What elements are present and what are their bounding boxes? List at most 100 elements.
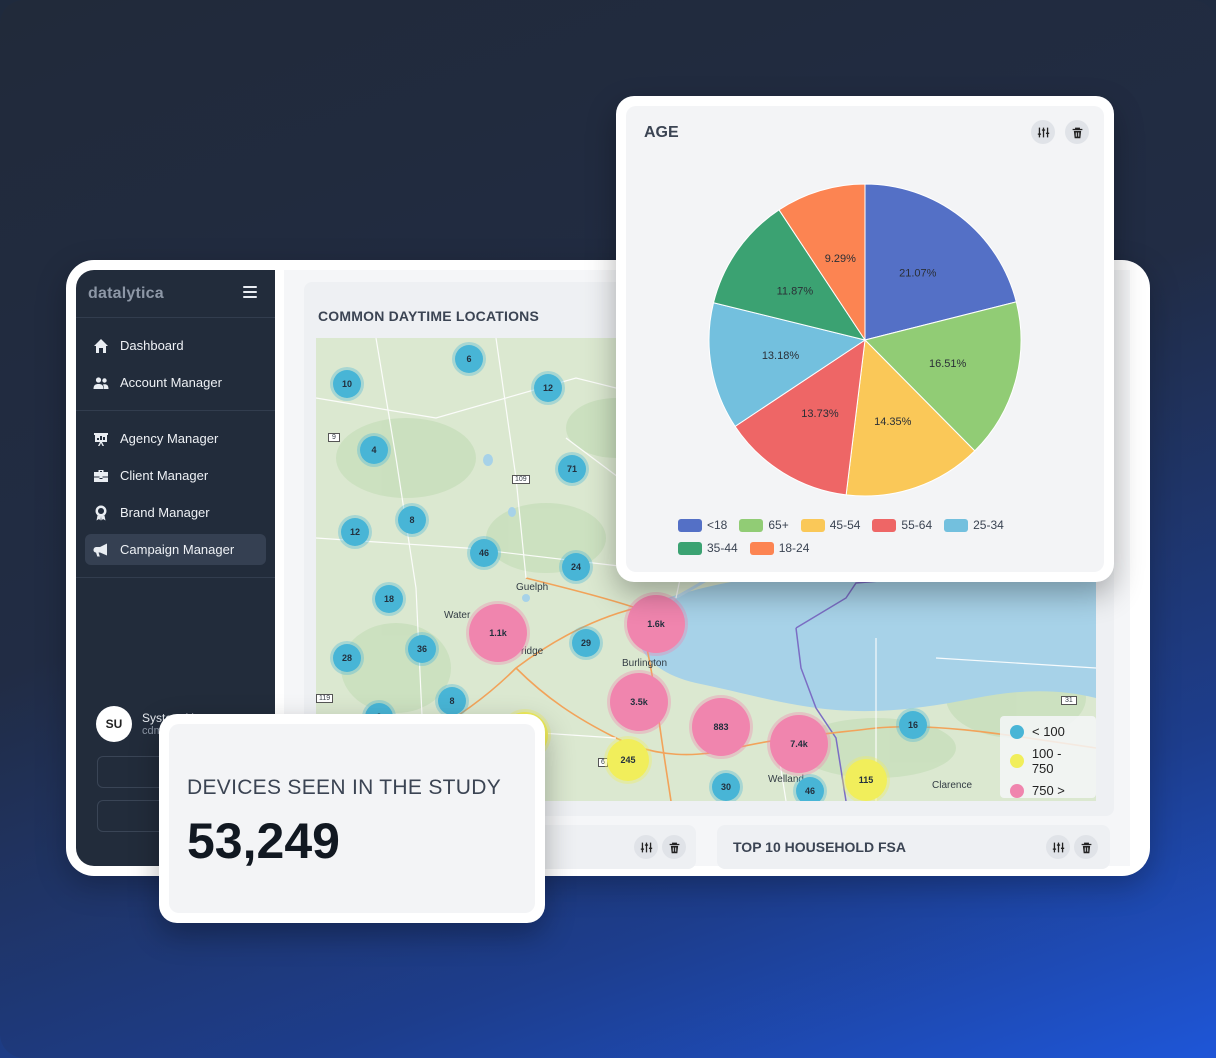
sliders-icon [1037,127,1049,137]
pie-slice-35-44[interactable] [712,209,867,341]
sidebar-item-client-manager[interactable]: Client Manager [85,460,266,491]
pie-legend-label: 18-24 [778,541,810,555]
legend-dot-icon [1010,724,1024,739]
legend-swatch-icon [872,518,897,532]
legend-swatch-icon [739,518,764,532]
map-cluster[interactable]: 10 [333,370,361,398]
delete-button[interactable] [1074,835,1098,859]
pie-slice-18-24[interactable] [778,183,866,342]
hamburger-menu-icon[interactable] [243,286,257,298]
map-cluster[interactable]: 71 [558,455,586,483]
pie-legend-label: <18 [707,518,728,532]
pie-legend-item[interactable]: 45-54 [800,518,861,532]
map-cluster[interactable]: 4 [360,436,388,464]
age-card: AGE 21.07% 16.51% 14.35% 13.73% 13.18% 11.87%… [616,96,1114,582]
map-cluster[interactable]: 36 [408,635,436,663]
place-label: Welland [768,774,804,785]
delete-button[interactable] [1065,120,1089,144]
sidebar-item-account-manager[interactable]: Account Manager [85,367,266,398]
map-cluster[interactable]: 3.5k [610,673,668,731]
pie-slice-45-54[interactable] [845,338,976,497]
map-cluster[interactable]: 1.6k [627,595,685,653]
sidebar-item-label: Agency Manager [120,431,219,446]
map-cluster[interactable]: 16 [899,711,927,739]
pie-slice-label: 16.51% [929,358,967,370]
map-cluster[interactable]: 8 [398,506,426,534]
pie-slice-65+[interactable] [864,301,1022,452]
megaphone-icon [92,542,110,558]
pie-legend-label: 25-34 [973,518,1004,532]
legend-swatch-icon [944,518,969,532]
pie-slice-label: 21.07% [899,267,937,279]
sidebar-header: datalytica [76,270,275,318]
pie-legend-item[interactable]: 65+ [739,518,789,532]
legend-item: 750 > [1010,783,1086,798]
legend-item: 100 - 750 [1010,746,1086,776]
pie-slice-label: 13.73% [801,408,839,420]
road-label: 9 [328,433,340,442]
map-cluster[interactable]: 46 [796,777,824,801]
bottom-card-title: TOP 10 HOUSEHOLD FSA [733,839,906,855]
map-cluster[interactable]: 46 [470,539,498,567]
map-cluster[interactable]: 8 [438,687,466,715]
map-card-title: COMMON DAYTIME LOCATIONS [318,308,540,324]
map-cluster[interactable]: 18 [375,585,403,613]
devices-count: 53,249 [187,813,340,869]
avatar: SU [96,706,132,742]
sidebar-item-brand-manager[interactable]: Brand Manager [85,497,266,528]
map-cluster[interactable]: 115 [845,759,887,801]
user-email: cdm [142,725,163,737]
map-cluster[interactable]: 1.1k [469,604,527,662]
pie-legend-label: 45-54 [829,518,861,532]
pie-slice-label: 9.29% [825,253,856,265]
pie-legend-label: 65+ [768,518,789,532]
place-label: Burlington [622,658,668,669]
pie-legend-label: 35-44 [707,541,738,555]
filter-button[interactable] [1046,835,1070,859]
pie-slice-<18[interactable] [864,183,1017,341]
map-cluster[interactable]: 883 [692,698,750,756]
delete-button[interactable] [662,835,686,859]
legend-item: < 100 [1010,724,1086,739]
sliders-icon [640,842,652,852]
briefcase-icon [92,468,110,484]
map-cluster[interactable]: 30 [712,773,740,801]
sidebar-item-agency-manager[interactable]: Agency Manager [85,423,266,454]
legend-swatch-icon [800,518,825,532]
map-cluster[interactable]: 28 [333,644,361,672]
map-cluster[interactable]: 12 [534,374,562,402]
presentation-icon [92,431,110,447]
nav-group-management: Agency Manager Client Manager Brand Mana… [76,411,275,578]
place-label: Water [444,610,471,621]
place-label: Clarence [932,780,973,791]
pie-legend-item[interactable]: <18 [678,518,727,532]
pie-legend-item[interactable]: 55-64 [872,518,932,532]
pie-legend-item[interactable]: 25-34 [944,518,1004,532]
legend-swatch-icon [749,541,774,555]
logo[interactable]: datalytica [88,285,164,302]
map-cluster[interactable]: 6 [455,345,483,373]
legend-dot-icon [1010,783,1024,798]
road-label: 119 [316,694,334,703]
road-label: 31 [1061,696,1077,705]
pie-slice-55-64[interactable] [734,338,866,496]
map-cluster[interactable]: 245 [607,739,649,781]
map-cluster[interactable]: 29 [572,629,600,657]
sidebar-item-label: Campaign Manager [120,542,235,557]
sidebar-item-label: Brand Manager [120,505,210,520]
place-label: ridge [521,646,544,657]
legend-swatch-icon [678,541,702,555]
sidebar-item-campaign-manager[interactable]: Campaign Manager [85,534,266,565]
map-cluster[interactable]: 12 [341,518,369,546]
pie-legend-item[interactable]: 18-24 [749,541,810,555]
map-cluster[interactable]: 24 [562,553,590,581]
map-cluster[interactable]: 7.4k [770,715,828,773]
legend-dot-icon [1010,754,1024,768]
sidebar-item-dashboard[interactable]: Dashboard [85,330,266,361]
pie-slice-25-34[interactable] [708,302,867,428]
filter-button[interactable] [1031,120,1055,144]
age-pie-chart: 21.07% 16.51% 14.35% 13.73% 13.18% 11.87% 9.29… [708,183,1022,497]
pie-legend-item[interactable]: 35-44 [678,541,738,555]
road-label: 109 [512,475,530,484]
filter-button[interactable] [634,835,658,859]
